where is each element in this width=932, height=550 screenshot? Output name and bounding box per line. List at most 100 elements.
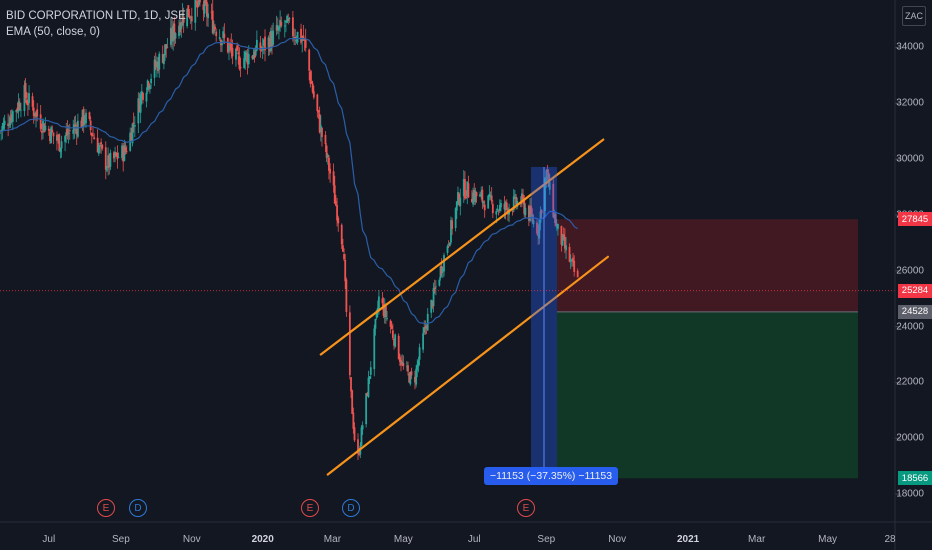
- candle-body: [42, 120, 44, 131]
- candle-body: [563, 236, 566, 249]
- candle-body: [68, 130, 71, 132]
- candle-body: [451, 220, 454, 229]
- candle-body: [74, 124, 77, 127]
- candle-body: [350, 377, 352, 392]
- candle-body: [52, 132, 55, 137]
- candle-body: [162, 53, 165, 65]
- dividend-event-icon[interactable]: D: [129, 499, 147, 517]
- candle-body: [279, 19, 282, 27]
- candle-body: [231, 47, 234, 57]
- earnings-event-icon[interactable]: E: [517, 499, 535, 517]
- time-tick-label: 2020: [251, 534, 274, 545]
- candle-body: [384, 305, 387, 318]
- candle-body: [504, 202, 507, 211]
- candle-body: [511, 210, 514, 212]
- candle-body: [335, 201, 337, 206]
- candle-body: [121, 145, 123, 158]
- candle-body: [196, 1, 199, 8]
- candle-body: [538, 220, 541, 239]
- candle-body: [131, 123, 134, 144]
- measure-label: −11153 (−37.35%) −11153: [484, 467, 619, 485]
- candle-body: [465, 196, 467, 199]
- candle-body: [60, 141, 63, 149]
- candle-body: [247, 53, 250, 65]
- candle-body: [309, 71, 312, 84]
- candle-body: [145, 92, 148, 102]
- candle-body: [218, 37, 221, 39]
- channel-upper-line[interactable]: [319, 138, 605, 356]
- candle-body: [497, 210, 500, 212]
- candle-body: [272, 30, 275, 45]
- candle-body: [93, 137, 96, 140]
- price-range-measure[interactable]: [531, 166, 557, 479]
- candle-body: [367, 377, 370, 397]
- candle-body: [138, 99, 141, 112]
- candle-body: [80, 120, 83, 127]
- indicator-title[interactable]: EMA (50, close, 0): [6, 26, 100, 38]
- candle-body: [337, 217, 340, 224]
- candle-body: [251, 56, 254, 58]
- candle-body: [275, 25, 278, 31]
- candle-body: [8, 125, 11, 127]
- earnings-event-icon[interactable]: E: [301, 499, 319, 517]
- candle-body: [49, 131, 51, 141]
- symbol-title[interactable]: BID CORPORATION LTD, 1D, JSE: [6, 10, 186, 22]
- candle-body: [66, 129, 69, 136]
- candle-body: [440, 265, 443, 274]
- candle-body: [271, 32, 273, 47]
- candle-body: [124, 147, 127, 152]
- candle-body: [576, 270, 579, 278]
- candle-body: [417, 360, 420, 367]
- candlestick-series: [0, 0, 579, 460]
- candle-body: [400, 359, 402, 366]
- candle-body: [210, 11, 213, 13]
- candle-body: [353, 427, 356, 441]
- candle-body: [515, 196, 517, 205]
- candle-body: [345, 279, 348, 313]
- candle-body: [450, 220, 452, 243]
- candle-body: [316, 94, 319, 111]
- candle-body: [51, 129, 54, 132]
- earnings-event-icon[interactable]: E: [97, 499, 115, 517]
- trend-channel[interactable]: [319, 138, 610, 476]
- candle-body: [439, 266, 442, 278]
- candle-body: [333, 185, 336, 204]
- candle-body: [446, 246, 449, 253]
- candle-body: [479, 194, 481, 197]
- candle-body: [174, 33, 177, 39]
- candle-body: [570, 259, 573, 261]
- take-profit-zone[interactable]: [557, 311, 858, 479]
- candle-body: [244, 51, 247, 61]
- candle-body: [278, 26, 280, 31]
- candle-body: [393, 338, 395, 346]
- candle-body: [514, 194, 516, 196]
- time-tick-label: May: [818, 534, 838, 545]
- candle-body: [33, 112, 36, 117]
- candle-body: [140, 91, 143, 98]
- candle-body: [321, 127, 323, 137]
- dividend-event-icon[interactable]: D: [342, 499, 360, 517]
- candle-body: [81, 109, 84, 127]
- candle-body: [243, 58, 245, 68]
- candle-body: [391, 330, 394, 338]
- candle-body: [57, 136, 60, 140]
- candle-body: [530, 205, 533, 215]
- candle-body: [179, 22, 182, 33]
- price-tick-label: 22000: [896, 376, 924, 388]
- candle-body: [375, 310, 378, 318]
- price-badge: 27845: [898, 212, 932, 227]
- candle-body: [475, 192, 478, 197]
- candle-body: [329, 168, 332, 174]
- candle-body: [443, 255, 445, 272]
- candle-body: [137, 98, 140, 124]
- candle-body: [202, 4, 205, 11]
- candle-body: [381, 298, 384, 304]
- candle-body: [311, 83, 314, 93]
- candle-body: [332, 171, 335, 186]
- stop-loss-zone[interactable]: [557, 219, 858, 312]
- currency-button[interactable]: ZAC: [902, 6, 926, 26]
- candle-body: [215, 31, 218, 37]
- candle-body: [47, 128, 50, 131]
- channel-lower-line[interactable]: [326, 255, 610, 476]
